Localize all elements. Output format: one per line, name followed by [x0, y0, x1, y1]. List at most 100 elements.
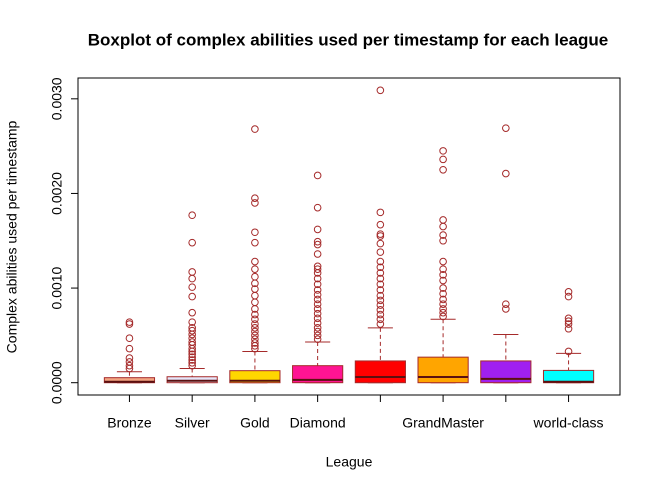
outlier	[439, 222, 447, 231]
x-tick-label: GrandMaster	[402, 415, 484, 431]
outlier	[251, 125, 259, 133]
outlier	[251, 344, 259, 353]
outlier	[439, 257, 447, 266]
box	[292, 365, 344, 384]
outlier	[502, 169, 510, 178]
outlier	[251, 279, 259, 288]
chart-title: Boxplot of complex abilities used per ti…	[88, 30, 609, 49]
outlier	[188, 361, 196, 370]
outlier	[313, 324, 322, 332]
x-tick-label: Bronze	[107, 415, 152, 431]
x-tick-label: world-class	[533, 415, 604, 431]
outlier	[313, 250, 322, 258]
box	[417, 356, 469, 384]
outlier	[376, 248, 385, 256]
outlier	[188, 344, 196, 353]
outlier	[125, 344, 134, 353]
outlier	[439, 312, 447, 321]
outlier	[251, 238, 259, 247]
outlier	[439, 271, 447, 279]
outlier	[313, 280, 322, 289]
outlier	[188, 283, 196, 291]
x-tick-label: Gold	[240, 415, 270, 431]
outlier	[439, 236, 447, 245]
outlier	[313, 305, 322, 313]
outlier	[251, 265, 259, 273]
outlier	[502, 124, 510, 132]
outlier	[564, 324, 573, 333]
outlier	[251, 291, 259, 300]
outlier	[188, 326, 196, 335]
box	[354, 360, 406, 384]
y-axis-label: Complex abilities used per timestamp	[4, 120, 20, 353]
outlier	[251, 341, 259, 350]
outlier	[313, 295, 322, 304]
box	[480, 360, 532, 384]
outlier	[502, 300, 510, 308]
outlier	[376, 86, 385, 95]
outlier	[376, 220, 385, 229]
outlier	[439, 284, 447, 292]
outlier	[313, 203, 322, 212]
y-tick-label: 0.0000	[49, 361, 65, 404]
outlier	[376, 310, 385, 319]
outlier	[313, 300, 322, 308]
outlier	[376, 320, 385, 328]
outlier	[251, 228, 259, 237]
outlier	[564, 317, 573, 325]
outlier	[125, 364, 134, 373]
outlier	[188, 330, 196, 339]
outlier	[251, 305, 259, 313]
outlier	[313, 265, 322, 273]
outlier	[376, 301, 385, 309]
outlier	[439, 155, 447, 164]
outlier	[188, 356, 196, 364]
outlier	[376, 280, 385, 289]
outlier	[313, 269, 322, 277]
outlier	[439, 300, 447, 308]
outlier	[188, 353, 196, 361]
outlier	[564, 292, 573, 301]
outlier	[439, 147, 447, 155]
outlier	[313, 319, 322, 327]
outlier	[251, 327, 259, 336]
outlier	[313, 240, 322, 249]
outlier	[251, 298, 259, 307]
outlier	[251, 339, 259, 347]
outlier	[439, 308, 447, 317]
outlier	[188, 268, 196, 276]
outlier	[376, 286, 385, 294]
outlier	[188, 347, 196, 356]
y-tick-label: 0.0020	[49, 172, 65, 215]
outlier	[251, 199, 259, 207]
outlier	[439, 216, 447, 224]
outlier	[376, 263, 385, 272]
outlier	[376, 232, 385, 240]
outlier	[313, 286, 322, 294]
outlier	[251, 272, 259, 281]
outlier	[313, 327, 322, 336]
outlier	[439, 289, 447, 298]
outlier	[313, 171, 322, 180]
outlier	[376, 306, 385, 314]
outlier	[188, 274, 196, 283]
outlier	[376, 315, 385, 324]
outlier	[376, 274, 385, 283]
y-tick-label: 0.0030	[49, 77, 65, 120]
box	[166, 376, 218, 384]
outlier	[376, 208, 385, 217]
outlier	[376, 296, 385, 305]
outlier	[313, 314, 322, 323]
outlier	[564, 347, 573, 356]
outlier	[313, 331, 322, 340]
outlier	[439, 276, 447, 285]
outlier	[125, 318, 134, 326]
outlier	[313, 335, 322, 343]
x-tick-label: Diamond	[290, 415, 346, 431]
outlier	[125, 354, 134, 362]
outlier	[188, 359, 196, 367]
x-tick-label: Silver	[175, 415, 210, 431]
outlier	[251, 257, 259, 266]
